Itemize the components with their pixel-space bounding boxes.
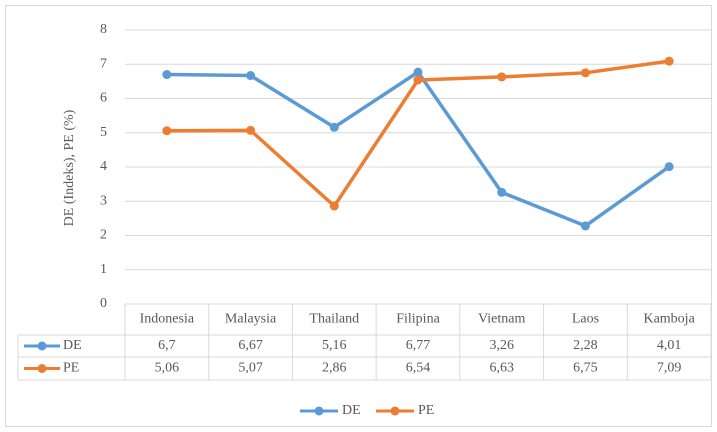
table-series-name: DE [63,338,82,353]
data-point [162,70,172,80]
data-point [162,126,172,136]
data-point [413,75,423,85]
table-value: 5,16 [322,338,347,353]
table-series-name: PE [63,361,79,376]
table-value: 5,07 [238,361,263,376]
data-point [246,71,256,81]
data-point [497,72,507,82]
data-point [664,56,674,66]
x-tick-label: Kamboja [643,312,695,327]
table-value: 6,7 [158,338,176,353]
y-tick-label: 0 [100,296,107,311]
y-tick-label: 6 [100,91,107,106]
data-point [413,67,423,77]
legend-marker [314,406,324,416]
table-value: 2,28 [573,338,598,353]
y-tick-label: 8 [100,22,107,37]
y-tick-label: 7 [100,56,107,71]
x-tick-label: Indonesia [140,312,195,327]
table-legend-marker [37,364,47,373]
x-tick-label: Thailand [309,312,359,327]
x-tick-label: Laos [572,312,599,327]
x-tick-label: Vietnam [478,312,525,327]
data-point [329,201,339,211]
table-value: 3,26 [489,338,514,353]
table-value: 6,63 [489,361,514,376]
chart-border [5,5,712,427]
y-tick-label: 3 [100,193,107,208]
table-value: 5,06 [155,361,180,376]
y-tick-label: 5 [100,125,107,140]
legend-label: PE [418,403,434,418]
data-point [497,187,507,197]
table-value: 7,09 [657,361,682,376]
data-point [246,125,256,135]
table-value: 6,77 [406,338,431,353]
data-point [580,221,590,231]
data-point [580,68,590,78]
y-tick-label: 1 [100,262,107,277]
data-point [664,162,674,172]
table-value: 6,75 [573,361,598,376]
table-legend-marker [37,341,47,351]
data-point [329,122,339,132]
table-value: 6,54 [406,361,431,376]
y-tick-label: 4 [100,159,107,174]
table-value: 6,67 [238,338,263,353]
legend-label: DE [342,403,361,418]
table-value: 4,01 [657,338,682,353]
table-value: 2,86 [322,361,347,376]
x-tick-label: Malaysia [225,312,277,327]
y-tick-label: 2 [100,228,107,243]
y-axis-label: DE (Indeks), PE (%) [62,109,77,226]
legend-marker [390,406,400,416]
x-tick-label: Filipina [396,312,440,327]
